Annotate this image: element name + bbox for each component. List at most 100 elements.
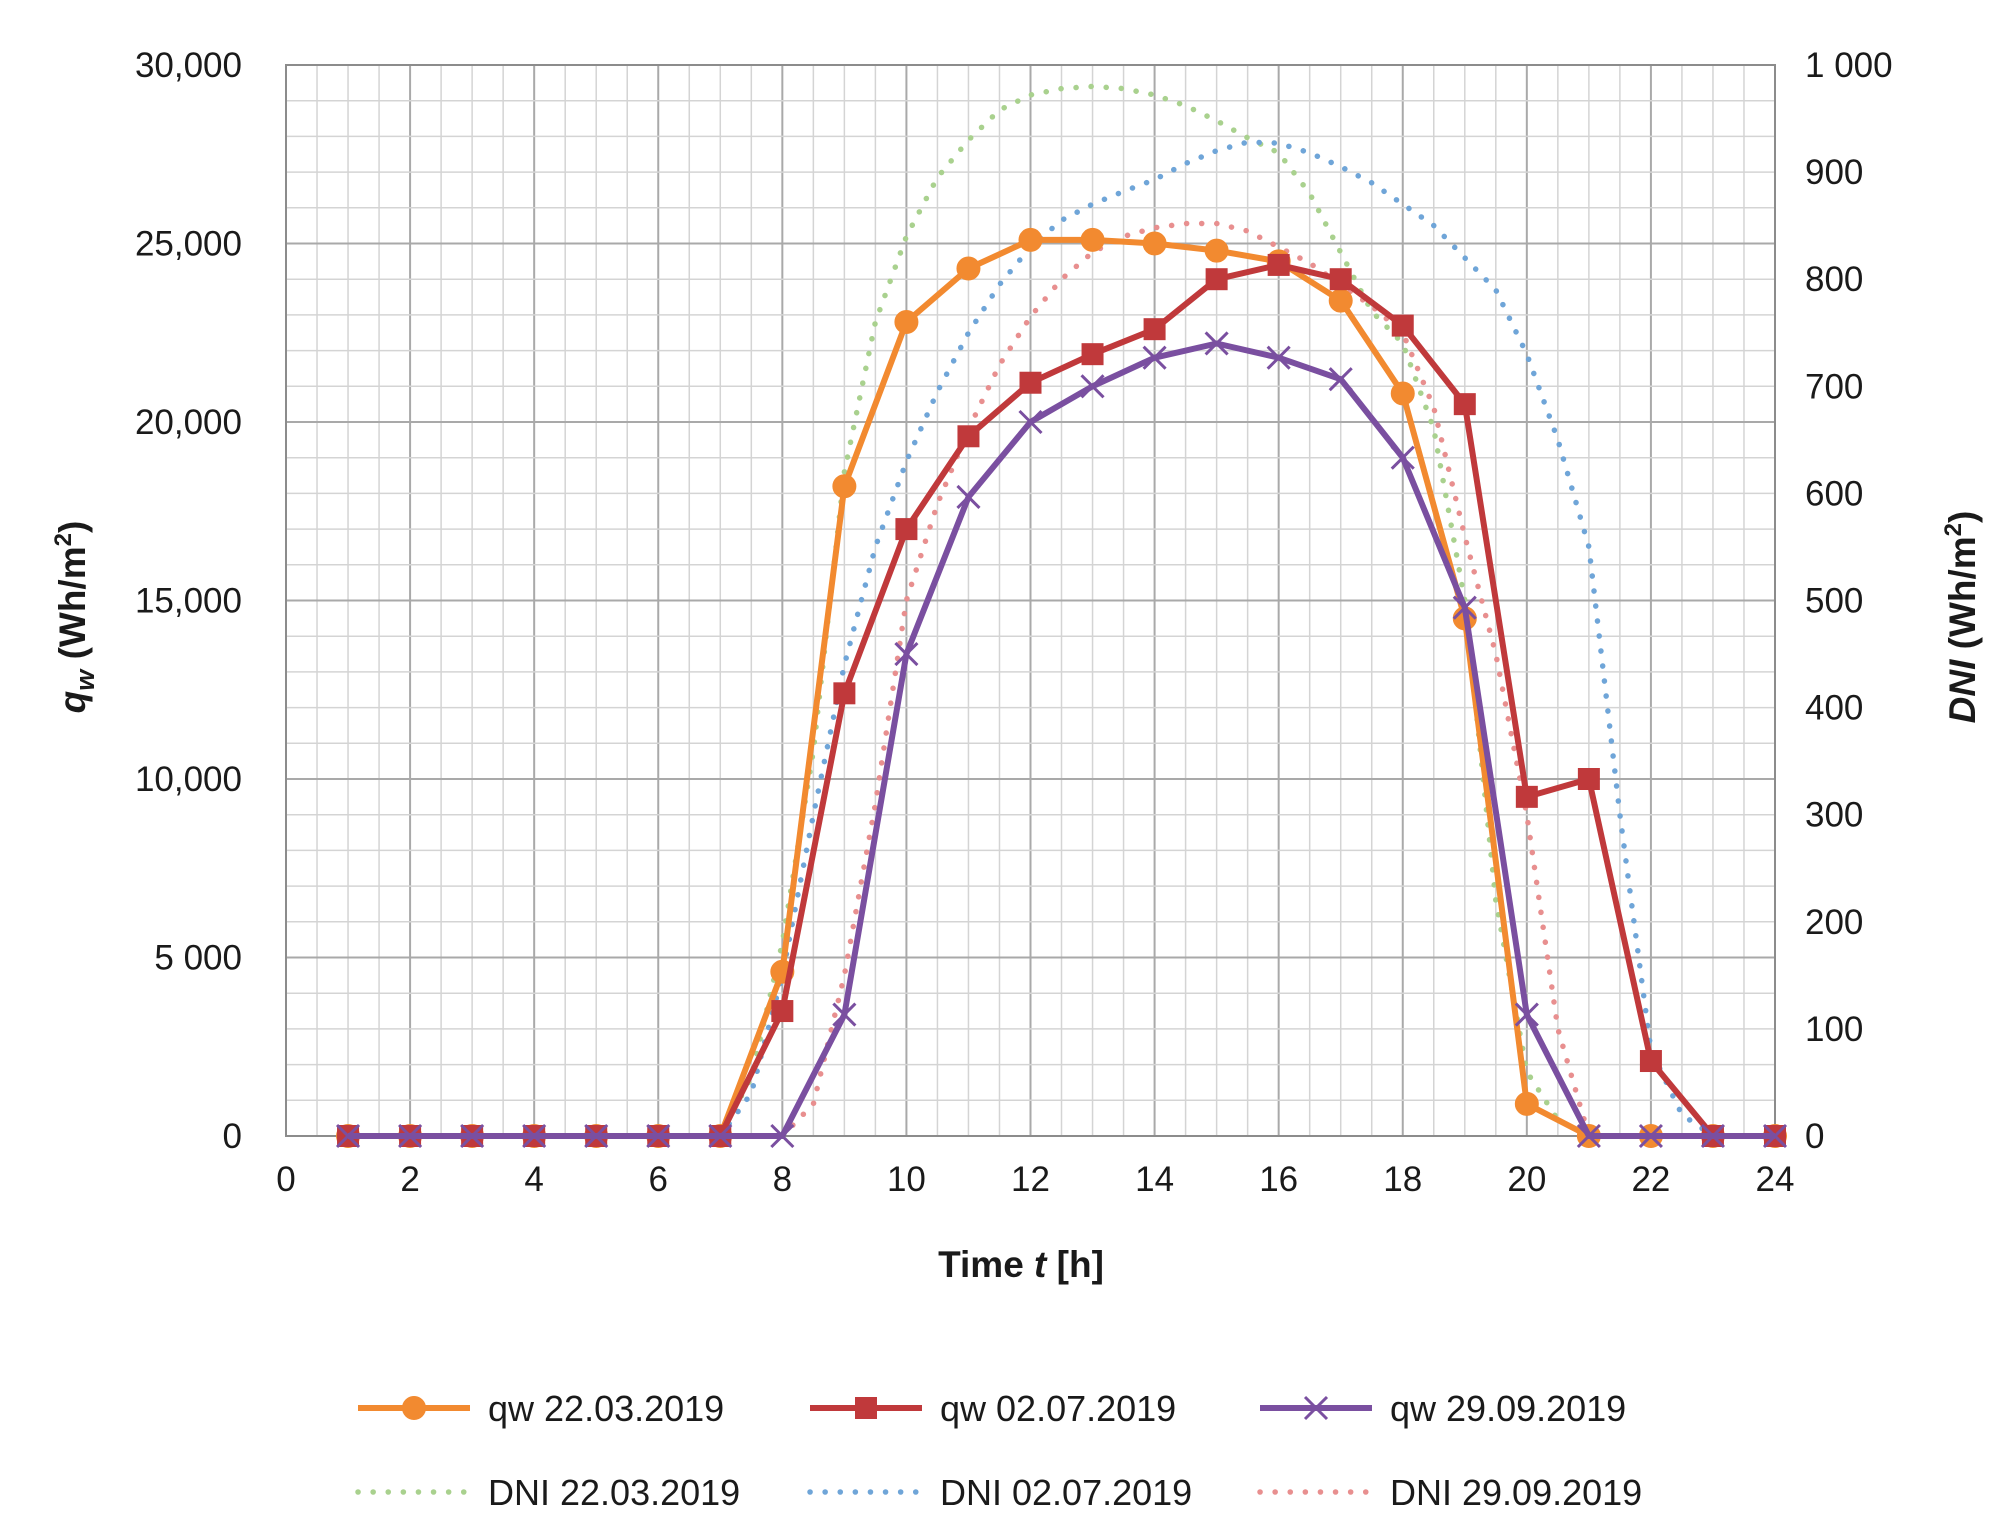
data-point: [1143, 318, 1166, 341]
data-point: [1700, 1123, 1726, 1149]
x-tick-label: 4: [524, 1160, 543, 1199]
data-point: [1390, 381, 1415, 406]
x-marker-stroke: [1303, 1395, 1329, 1421]
x-marker-stroke: [1390, 445, 1415, 470]
y2-tick-label: 1 000: [1805, 46, 1893, 85]
x-marker-stroke: [398, 1123, 423, 1149]
data-point: [832, 474, 857, 499]
x-tick-label: 8: [773, 1160, 792, 1199]
y2-tick-label: 900: [1805, 153, 1863, 192]
data-point: [1514, 1002, 1539, 1027]
data-point: [1204, 238, 1229, 263]
data-point: [832, 1002, 857, 1027]
data-point: [1142, 345, 1167, 370]
y2-tick-label: 400: [1805, 689, 1863, 728]
data-point: [1018, 409, 1043, 435]
x-marker-stroke: [1142, 345, 1167, 370]
data-point: [1453, 393, 1476, 416]
y2-tick-label: 500: [1805, 582, 1863, 621]
data-point: [894, 641, 919, 667]
x-axis-title: Time t [h]: [938, 1244, 1104, 1285]
legend-item: DNI 22.03.2019: [355, 1472, 740, 1513]
series-dni-29-09-2019: [779, 220, 1592, 1139]
y2-tick-label: 700: [1805, 367, 1863, 406]
legend-item: qw 02.07.2019: [810, 1388, 1176, 1429]
data-point: [1019, 371, 1042, 394]
series-layer: [335, 83, 1788, 1149]
series-dni-02-07-2019: [717, 139, 1716, 1139]
x-tick-label: 16: [1259, 1160, 1298, 1199]
x-marker-stroke: [646, 1123, 671, 1149]
data-point: [1267, 253, 1290, 276]
legend-label: qw 22.03.2019: [488, 1388, 724, 1429]
plot-area-frame: [285, 64, 1776, 1137]
data-point: [584, 1123, 609, 1149]
x-marker-stroke: [770, 1123, 795, 1149]
data-point: [894, 310, 919, 335]
x-tick-label: 12: [1011, 1160, 1050, 1199]
data-point: [770, 1123, 795, 1149]
x-marker-stroke: [894, 641, 919, 667]
x-tick-label: 10: [887, 1160, 926, 1199]
y-tick-label: 5 000: [154, 939, 242, 978]
y2-axis-tick-labels: 0 100 200 300 400 500 600 700 800 900 1 000: [1805, 46, 1893, 1156]
legend-label: DNI 29.09.2019: [1390, 1472, 1642, 1513]
y2-axis-title: DNI (Wh/m2): [1940, 511, 1983, 724]
x-marker-stroke: [1452, 595, 1477, 620]
data-point: [1328, 367, 1353, 392]
data-point: [1452, 595, 1477, 620]
data-point: [1328, 288, 1353, 313]
data-point: [335, 1123, 361, 1149]
legend-label: qw 02.07.2019: [940, 1388, 1176, 1429]
data-point: [1577, 768, 1600, 790]
y-axis-tick-labels: 0 5 000 10,000 15,000 20,000 25,000 30,000: [135, 46, 242, 1156]
data-point: [1081, 343, 1104, 366]
data-point: [460, 1123, 485, 1149]
data-point: [1390, 445, 1415, 470]
x-marker-stroke: [1018, 409, 1043, 435]
legend: qw 22.03.2019 qw 02.07.2019 qw 29.09.2019 D…: [355, 1388, 1642, 1513]
data-point: [833, 682, 856, 705]
data-point: [1266, 345, 1291, 370]
legend-label: qw 29.09.2019: [1390, 1388, 1626, 1429]
x-tick-label: 22: [1631, 1160, 1670, 1199]
x-tick-label: 20: [1507, 1160, 1546, 1199]
data-point: [1018, 227, 1043, 252]
data-point: [1329, 268, 1352, 291]
data-point: [1638, 1123, 1663, 1149]
data-point: [708, 1123, 733, 1149]
data-point: [1080, 227, 1105, 252]
data-point: [1391, 314, 1414, 337]
data-point: [1515, 785, 1538, 808]
x-tick-label: 2: [400, 1160, 419, 1199]
data-point: [956, 256, 981, 281]
legend-label: DNI 22.03.2019: [488, 1472, 740, 1513]
x-marker-stroke: [584, 1123, 609, 1149]
y2-tick-label: 0: [1805, 1117, 1824, 1156]
x-marker-stroke: [1762, 1123, 1788, 1149]
series-line: [348, 340, 1775, 1139]
legend-marker: [855, 1397, 877, 1419]
y-tick-label: 0: [223, 1117, 242, 1156]
legend-marker: [1303, 1395, 1329, 1421]
data-point: [1204, 331, 1229, 356]
x-tick-label: 18: [1383, 1160, 1422, 1199]
data-point: [957, 425, 980, 448]
data-point: [895, 518, 918, 541]
x-marker-stroke: [1328, 367, 1353, 392]
series-line: [717, 139, 1716, 1139]
data-point: [1142, 231, 1167, 256]
x-marker-stroke: [1576, 1123, 1601, 1149]
legend-item: DNI 29.09.2019: [1257, 1472, 1642, 1513]
x-tick-label: 24: [1756, 1160, 1795, 1199]
y-axis-title: qw (Wh/m2): [50, 521, 100, 714]
y2-tick-label: 100: [1805, 1010, 1863, 1049]
series-line: [779, 220, 1592, 1139]
legend-item: DNI 02.07.2019: [807, 1472, 1192, 1513]
x-marker-stroke: [1266, 345, 1291, 370]
legend-label: DNI 02.07.2019: [940, 1472, 1192, 1513]
data-point: [956, 484, 981, 510]
x-marker-stroke: [1638, 1123, 1663, 1149]
x-axis-tick-labels: 0 2 4 6 8 10 12 14 16 18 20 22 24: [276, 1160, 1794, 1199]
